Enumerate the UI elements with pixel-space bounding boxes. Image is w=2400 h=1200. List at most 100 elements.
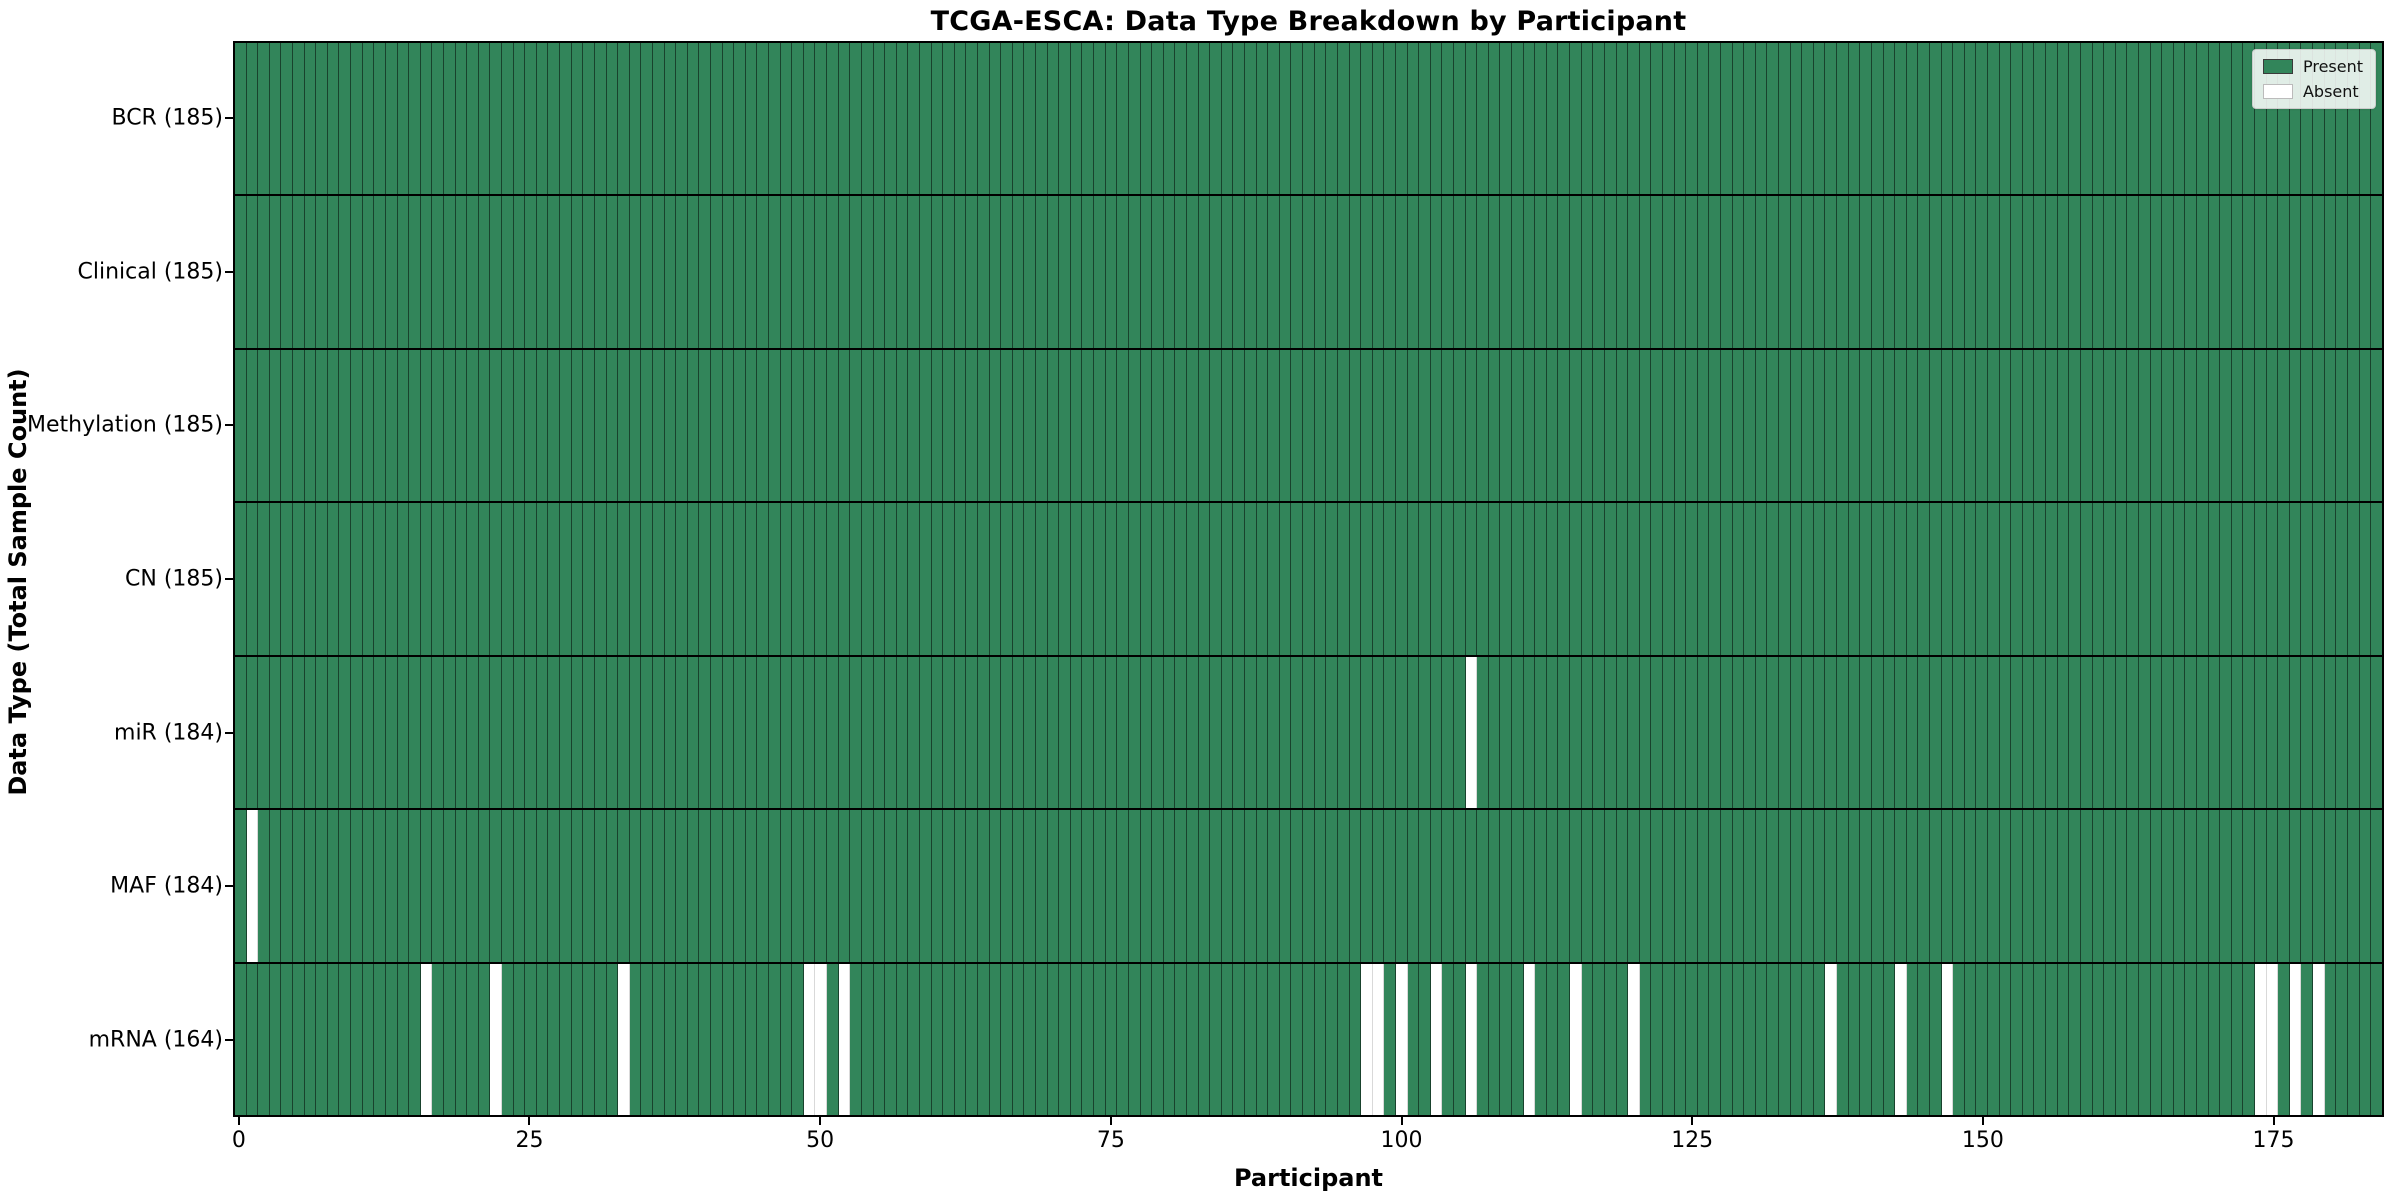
present-cell — [1256, 503, 1269, 655]
present-cell — [850, 196, 862, 348]
present-cell — [1512, 196, 1524, 348]
present-cell — [1883, 963, 1896, 1115]
present-cell — [1639, 656, 1652, 809]
present-cell — [1848, 196, 1861, 348]
present-cell — [850, 43, 862, 195]
present-cell — [1976, 810, 1989, 962]
present-cell — [548, 43, 561, 195]
present-cell — [2162, 810, 2174, 962]
present-cell — [1779, 503, 1791, 655]
present-cell — [2243, 810, 2256, 962]
present-cell — [374, 43, 386, 195]
present-cell — [513, 196, 526, 348]
present-cell — [1268, 43, 1280, 195]
present-cell — [664, 656, 677, 809]
present-cell — [2278, 963, 2290, 1115]
legend: Present Absent — [2251, 49, 2376, 109]
present-cell — [1953, 656, 1965, 809]
present-cell — [443, 349, 456, 502]
present-cell — [1198, 810, 1211, 962]
present-cell — [2057, 810, 2070, 962]
present-cell — [1059, 43, 1071, 195]
present-cell — [490, 349, 503, 502]
absent-cell — [1372, 963, 1385, 1115]
present-cell — [443, 656, 456, 809]
present-cell — [571, 43, 584, 195]
present-cell — [420, 810, 433, 962]
absent-cell — [420, 963, 433, 1115]
present-cell — [1883, 656, 1896, 809]
present-cell — [1906, 963, 1919, 1115]
present-cell — [2324, 810, 2337, 962]
present-cell — [1070, 656, 1083, 809]
present-cell — [1488, 503, 1501, 655]
present-cell — [1036, 963, 1048, 1115]
present-cell — [2022, 503, 2035, 655]
present-cell — [258, 349, 270, 502]
present-cell — [606, 656, 619, 809]
present-cell — [1964, 963, 1977, 1115]
present-cell — [1094, 43, 1106, 195]
present-cell — [351, 810, 363, 962]
present-cell — [443, 963, 456, 1115]
present-cell — [1674, 656, 1687, 809]
present-cell — [2173, 810, 2186, 962]
present-cell — [1674, 503, 1687, 655]
present-cell — [861, 503, 874, 655]
present-cell — [327, 810, 340, 962]
y-tick-label: Methylation (185) — [27, 412, 223, 438]
present-cell — [1860, 43, 1872, 195]
present-cell — [1186, 349, 1199, 502]
present-cell — [478, 43, 491, 195]
present-cell — [525, 656, 537, 809]
present-cell — [1767, 963, 1780, 1115]
present-cell — [1988, 656, 2000, 809]
present-cell — [687, 196, 700, 348]
present-cell — [757, 963, 770, 1115]
present-cell — [2278, 349, 2290, 502]
present-cell — [1477, 43, 1489, 195]
present-cell — [2313, 43, 2325, 195]
present-cell — [2278, 43, 2290, 195]
present-cell — [397, 503, 410, 655]
present-cell — [1326, 503, 1338, 655]
present-cell — [2173, 43, 2186, 195]
present-cell — [1790, 503, 1803, 655]
present-cell — [2138, 349, 2151, 502]
present-cell — [710, 196, 723, 348]
present-cell — [1848, 656, 1861, 809]
present-cell — [1755, 656, 1768, 809]
present-cell — [2324, 963, 2337, 1115]
present-cell — [1465, 810, 1478, 962]
present-cell — [780, 196, 793, 348]
present-cell — [722, 349, 735, 502]
present-cell — [316, 810, 328, 962]
present-cell — [1175, 43, 1187, 195]
present-cell — [618, 349, 630, 502]
present-cell — [641, 43, 653, 195]
present-cell — [1628, 196, 1640, 348]
present-cell — [780, 810, 793, 962]
present-cell — [1825, 349, 1838, 502]
present-cell — [432, 963, 444, 1115]
absent-cell — [1465, 963, 1478, 1115]
present-cell — [792, 196, 804, 348]
present-cell — [954, 963, 967, 1115]
present-cell — [931, 349, 944, 502]
present-cell — [536, 43, 549, 195]
present-cell — [235, 349, 247, 502]
present-cell — [1546, 43, 1559, 195]
present-cell — [1802, 349, 1814, 502]
present-cell — [1024, 963, 1037, 1115]
present-cell — [1593, 196, 1605, 348]
present-cell — [2057, 196, 2070, 348]
present-cell — [1279, 43, 1292, 195]
present-cell — [1929, 349, 1942, 502]
present-cell — [2196, 43, 2209, 195]
present-cell — [641, 349, 653, 502]
present-cell — [1500, 349, 1513, 502]
y-tick-label: BCR (185) — [111, 105, 223, 131]
present-cell — [2104, 349, 2116, 502]
present-cell — [1976, 963, 1989, 1115]
present-cell — [1732, 196, 1745, 348]
